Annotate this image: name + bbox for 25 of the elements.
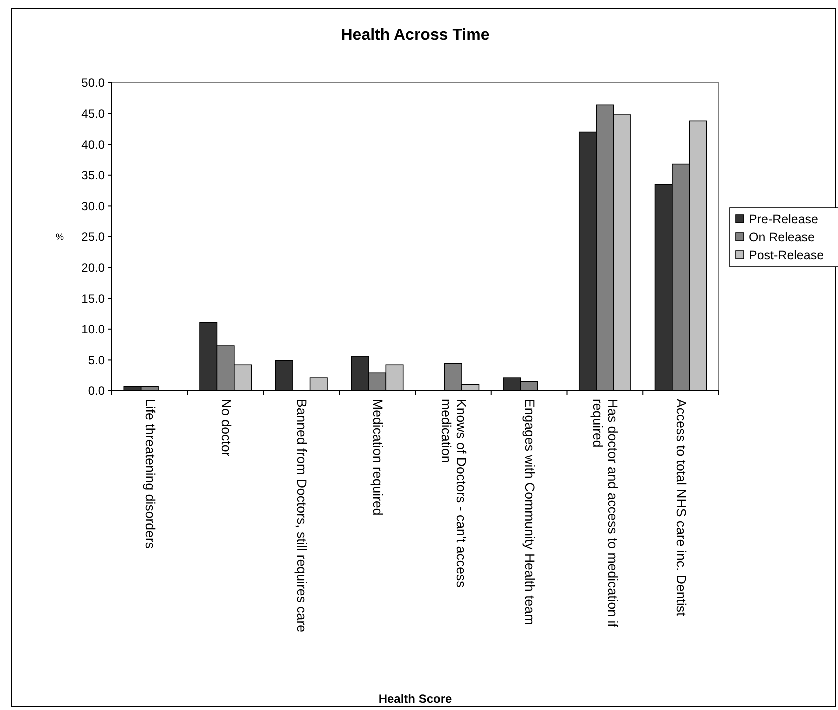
x-tick-label: Has doctor and access to medication if required (591, 399, 622, 628)
y-tick-label: 35.0 (82, 168, 106, 183)
y-tick-label: 5.0 (88, 353, 106, 368)
chart-title: Health Across Time (341, 27, 490, 44)
x-tick-label: Medication required (371, 399, 386, 516)
legend-label: Post-Release (749, 248, 824, 262)
y-tick-label: 10.0 (82, 322, 106, 337)
y-tick-label: 25.0 (82, 230, 106, 244)
x-axis-title: Health Score (378, 692, 453, 706)
y-axis-title: % (56, 232, 64, 242)
legend-label: Pre-Release (749, 212, 819, 226)
x-tick-label: Access to total NHS care inc. Dentist (674, 399, 690, 617)
y-tick-label: 30.0 (82, 199, 106, 214)
legend-label: On Release (749, 230, 816, 244)
x-tick-label: Banned from Doctors, still requires care (295, 399, 310, 633)
x-tick-label: Knows of Doctors - can't access medication (439, 399, 470, 588)
x-tick-label: Engages with Community Health team (522, 399, 538, 626)
x-tick-label: Life threatening disorders (143, 399, 158, 550)
y-tick-label: 45.0 (82, 107, 106, 121)
y-tick-label: 20.0 (82, 261, 106, 275)
y-tick-label: 15.0 (82, 292, 106, 306)
y-tick-label: 50.0 (82, 76, 106, 90)
x-tick-label: No doctor (219, 399, 234, 458)
y-tick-label: 40.0 (82, 138, 106, 152)
y-tick-label: 0.0 (88, 384, 106, 398)
